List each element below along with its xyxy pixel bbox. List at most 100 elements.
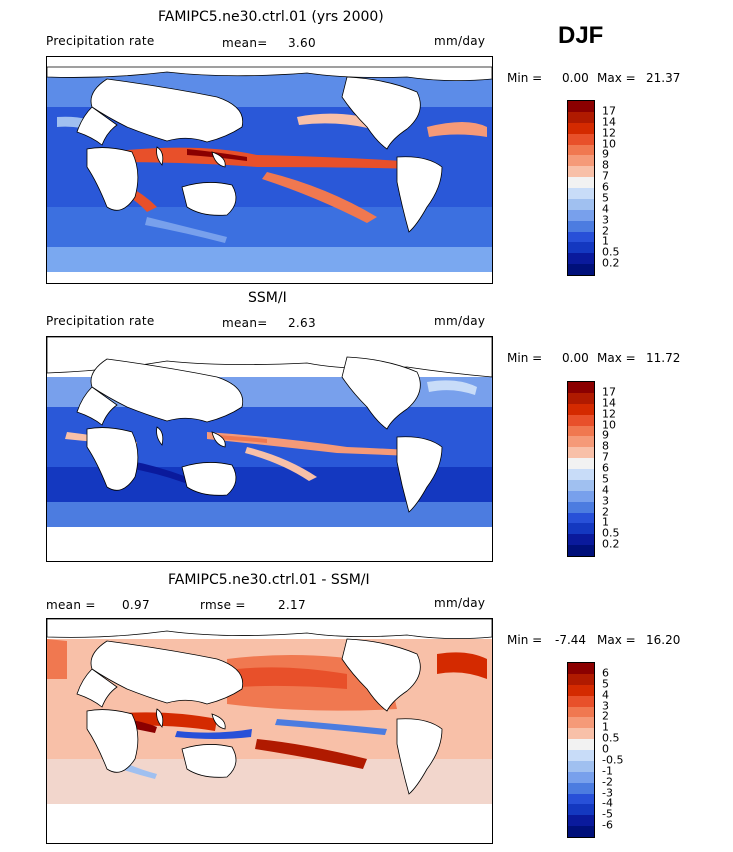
panel1-continents (47, 66, 492, 233)
panel2-min-value: 0.00 (562, 351, 589, 365)
colorbar-segment (568, 739, 594, 750)
panel2-max-value: 11.72 (646, 351, 681, 365)
panel1-africa (86, 147, 139, 211)
colorbar-tick-label: 0.2 (602, 537, 620, 551)
colorbar-segment (568, 469, 594, 480)
colorbar-tick-label: 9 (602, 428, 609, 442)
panel1-mean-value: 3.60 (288, 36, 316, 50)
colorbar-tick-label: 12 (602, 126, 616, 140)
panel2-continents (47, 337, 492, 513)
panel3-title: FAMIPC5.ne30.ctrl.01 - SSM/I (168, 572, 370, 588)
panel3-map (46, 618, 493, 844)
panel2-colorbar (567, 381, 595, 557)
colorbar-tick-label: 2 (602, 505, 609, 518)
colorbar-tick-label: 5 (602, 191, 609, 205)
panel2-australia (181, 462, 237, 496)
colorbar-tick-label: 2 (602, 709, 609, 723)
colorbar-tick-label: -0.5 (602, 753, 624, 767)
panel3-colorbar (567, 662, 595, 838)
panel2-max-label: Max = (597, 351, 636, 365)
colorbar-tick-label: 10 (602, 418, 616, 431)
colorbar-segment (568, 815, 594, 827)
colorbar-segment (568, 253, 594, 265)
colorbar-segment (568, 133, 594, 145)
panel2-mean-value: 2.63 (288, 316, 316, 330)
colorbar-tick-label: 17 (602, 104, 616, 118)
colorbar-tick-label: 9 (602, 147, 609, 161)
colorbar-segment (568, 220, 594, 232)
colorbar-tick-label: 5 (602, 677, 609, 691)
colorbar-tick-label: 5 (602, 472, 609, 486)
colorbar-tick-label: 14 (602, 115, 616, 129)
colorbar-segment (568, 177, 594, 188)
colorbar-segment (568, 826, 594, 837)
colorbar-tick-label: 7 (602, 169, 609, 183)
colorbar-tick-label: 7 (602, 450, 609, 464)
colorbar-segment (568, 490, 594, 502)
colorbar-segment (568, 155, 594, 167)
colorbar-segment (568, 512, 594, 524)
colorbar-tick-label: 14 (602, 396, 616, 410)
colorbar-tick-label: 1 (602, 515, 609, 529)
panel2-spcz-band (245, 447, 317, 481)
panel2-south-america (396, 436, 443, 513)
colorbar-tick-label: 0.5 (602, 245, 620, 259)
colorbar-tick-label: 3 (602, 699, 609, 712)
colorbar-segment (568, 760, 594, 772)
panel3-australia (181, 744, 237, 778)
colorbar-segment (568, 122, 594, 134)
colorbar-segment (568, 166, 594, 178)
colorbar-tick-label: 0.5 (602, 526, 620, 540)
panel1-variable-label: Precipitation rate (46, 34, 155, 48)
panel1-itcz-band (107, 147, 417, 169)
colorbar-segment (568, 392, 594, 404)
panel1-max-label: Max = (597, 71, 636, 85)
panel1-mean-label: mean= (222, 36, 268, 50)
colorbar-tick-label: 4 (602, 688, 609, 702)
colorbar-segment (568, 242, 594, 254)
panel2-mean-label: mean= (222, 316, 268, 330)
colorbar-segment (568, 264, 594, 275)
colorbar-segment (568, 403, 594, 415)
panel1-map (46, 56, 493, 284)
panel3-rmse-value: 2.17 (278, 598, 306, 612)
colorbar-segment (568, 804, 594, 816)
colorbar-segment (568, 684, 594, 696)
colorbar-segment (568, 382, 594, 393)
panel1-min-value: 0.00 (562, 71, 589, 85)
colorbar-tick-label: -2 (602, 775, 613, 789)
colorbar-tick-label: 4 (602, 202, 609, 216)
panel3-max-label: Max = (597, 633, 636, 647)
colorbar-segment (568, 231, 594, 243)
colorbar-tick-label: 6 (602, 666, 609, 680)
colorbar-tick-label: -6 (602, 818, 613, 832)
colorbar-segment (568, 198, 594, 210)
panel3-min-label: Min = (507, 633, 543, 647)
colorbar-segment (568, 523, 594, 535)
panel2-units: mm/day (434, 314, 486, 328)
colorbar-tick-label: 12 (602, 407, 616, 421)
colorbar-tick-label: 0.5 (602, 731, 620, 745)
colorbar-tick-label: 3 (602, 213, 609, 227)
colorbar-segment (568, 144, 594, 156)
panel3-max-value: 16.20 (646, 633, 681, 647)
panel1-min-label: Min = (507, 71, 543, 85)
colorbar-tick-label: -4 (602, 796, 613, 810)
panel1-australia (181, 182, 237, 216)
colorbar-segment (568, 695, 594, 707)
colorbar-tick-label: -3 (602, 786, 613, 799)
colorbar-segment (568, 501, 594, 513)
panel1-north-america (341, 76, 421, 150)
colorbar-segment (568, 545, 594, 556)
colorbar-tick-label: 8 (602, 439, 609, 453)
colorbar-segment (568, 414, 594, 426)
panel3-africa (86, 709, 139, 773)
panel3-negative-band (175, 729, 252, 739)
colorbar-segment (568, 425, 594, 437)
colorbar-tick-label: -1 (602, 764, 613, 778)
colorbar-segment (568, 750, 594, 761)
panel3-rmse-label: rmse = (200, 598, 246, 612)
colorbar-segment (568, 673, 594, 685)
colorbar-tick-label: 1 (602, 720, 609, 734)
colorbar-tick-label: 0 (602, 742, 609, 756)
